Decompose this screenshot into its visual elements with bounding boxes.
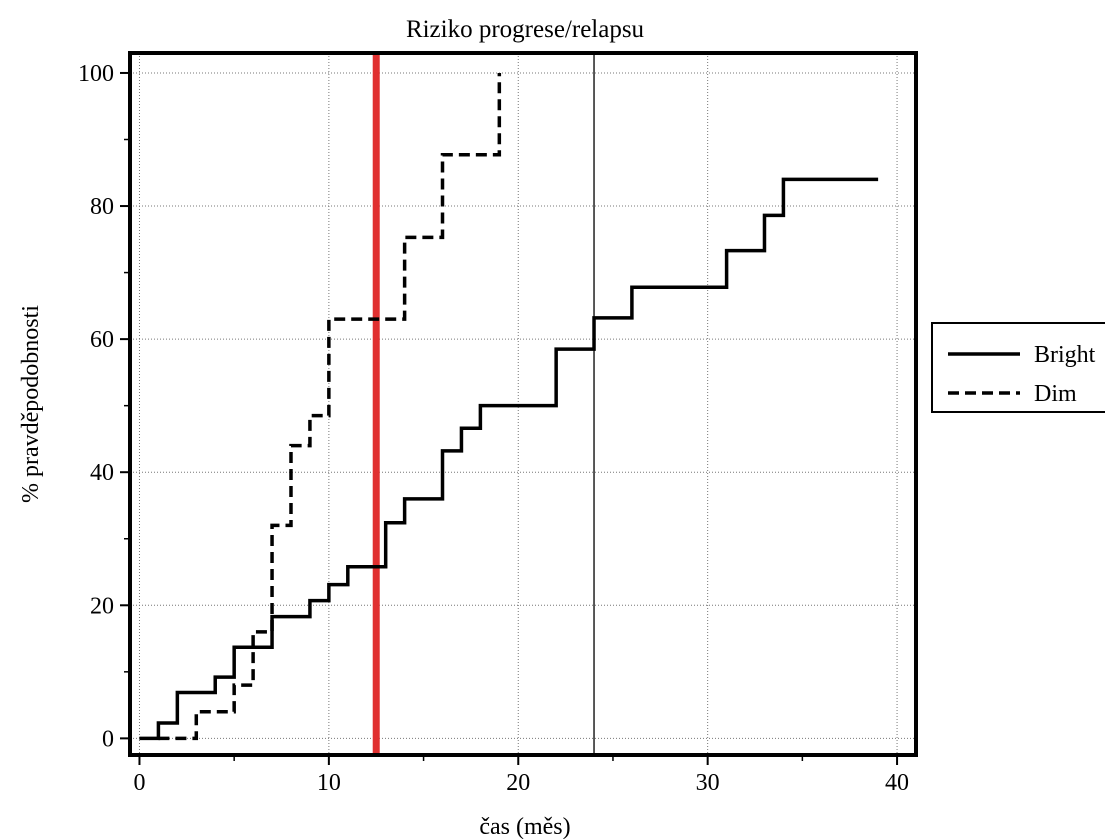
series-line-bright <box>139 177 879 741</box>
grid <box>130 53 916 755</box>
axis-ticks <box>120 71 899 765</box>
y-tick-label: 80 <box>90 194 114 220</box>
x-tick-label: 20 <box>506 770 530 796</box>
series-line-dim <box>158 72 502 741</box>
plot-frame <box>128 51 918 757</box>
y-tick-label: 60 <box>90 327 114 353</box>
x-tick-label: 30 <box>696 770 720 796</box>
y-tick-label: 20 <box>90 593 114 619</box>
legend-label-dim: Dim <box>1034 381 1077 407</box>
series-lines <box>139 72 879 741</box>
x-axis-label: čas (měs) <box>479 814 570 839</box>
tick-labels: 0 10 20 30 40 0 20 40 60 80 100 <box>78 61 909 796</box>
reference-lines <box>372 51 595 757</box>
y-tick-label: 0 <box>102 726 114 752</box>
legend-box <box>931 322 1105 413</box>
legend-label-bright: Bright <box>1034 342 1096 368</box>
chart-title: Riziko progrese/relapsu <box>406 16 645 43</box>
x-tick-label: 10 <box>317 770 341 796</box>
legend: Bright Dim <box>931 322 1105 413</box>
x-tick-label: 0 <box>133 770 145 796</box>
y-axis-label: % pravděpodobnosti <box>18 305 44 503</box>
y-tick-label: 100 <box>78 61 114 87</box>
x-tick-label: 40 <box>885 770 909 796</box>
y-tick-label: 40 <box>90 460 114 486</box>
